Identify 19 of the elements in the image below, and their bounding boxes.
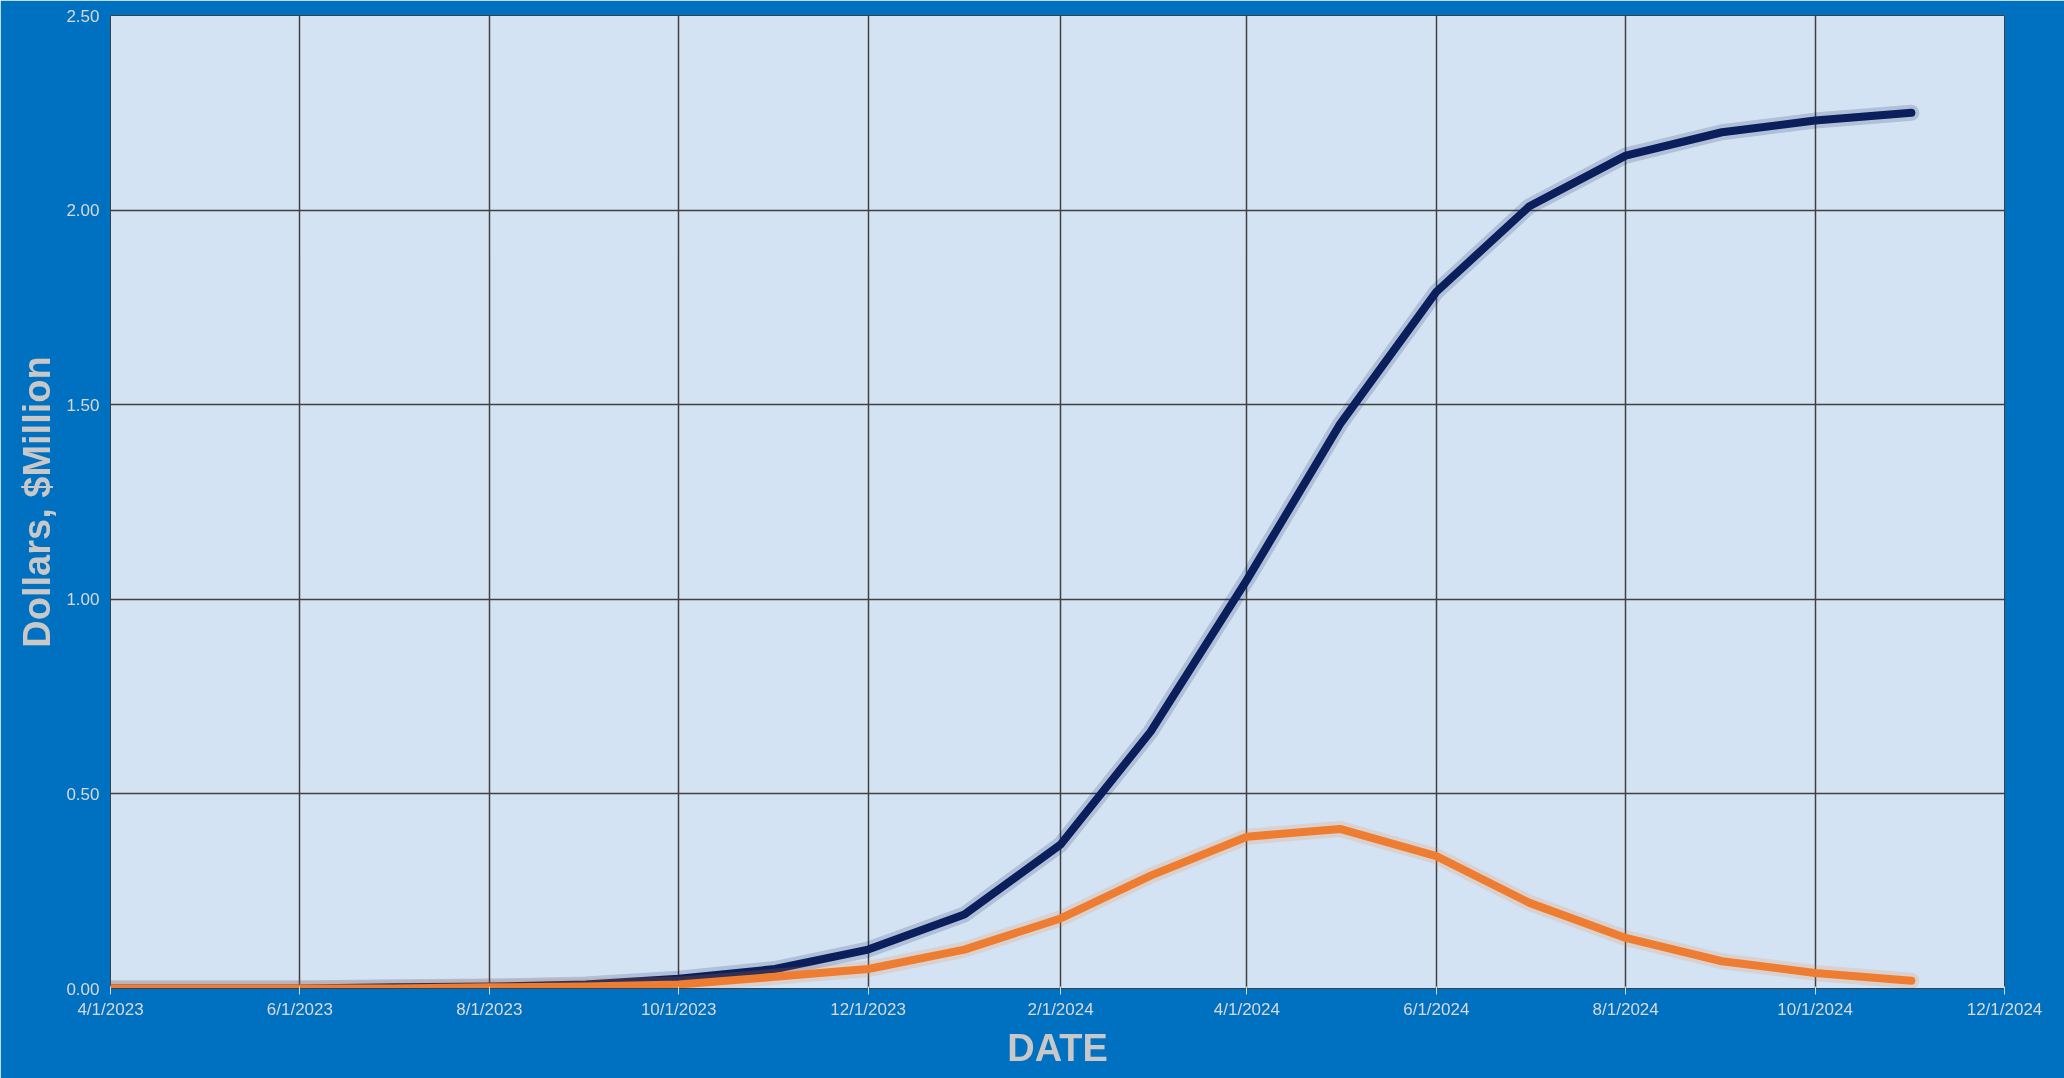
x-tick-label: 6/1/2024 xyxy=(1403,999,1470,1019)
x-tick-label: 2/1/2024 xyxy=(1027,999,1094,1019)
y-tick-label: 2.50 xyxy=(66,6,100,26)
x-tick-label: 8/1/2023 xyxy=(456,999,523,1019)
x-tick-label: 12/1/2024 xyxy=(1966,999,2043,1019)
x-tick-label: 10/1/2023 xyxy=(640,999,717,1019)
y-tick-label: 0.50 xyxy=(66,784,100,804)
x-tick-label: 6/1/2023 xyxy=(266,999,333,1019)
y-tick-label: 0.00 xyxy=(66,979,100,999)
x-tick-label: 10/1/2024 xyxy=(1777,999,1853,1019)
x-tick-label: 12/1/2023 xyxy=(830,999,906,1019)
x-tick-label: 4/1/2023 xyxy=(77,999,144,1019)
x-axis-title: DATE xyxy=(1007,1026,1108,1069)
x-tick-label: 8/1/2024 xyxy=(1592,999,1659,1019)
x-tick-label: 4/1/2024 xyxy=(1213,999,1280,1019)
y-tick-label: 1.50 xyxy=(66,395,100,415)
y-tick-label: 2.00 xyxy=(66,201,100,221)
y-tick-label: 1.00 xyxy=(66,590,100,610)
y-axis-title: Dollars, $Million xyxy=(16,356,59,648)
